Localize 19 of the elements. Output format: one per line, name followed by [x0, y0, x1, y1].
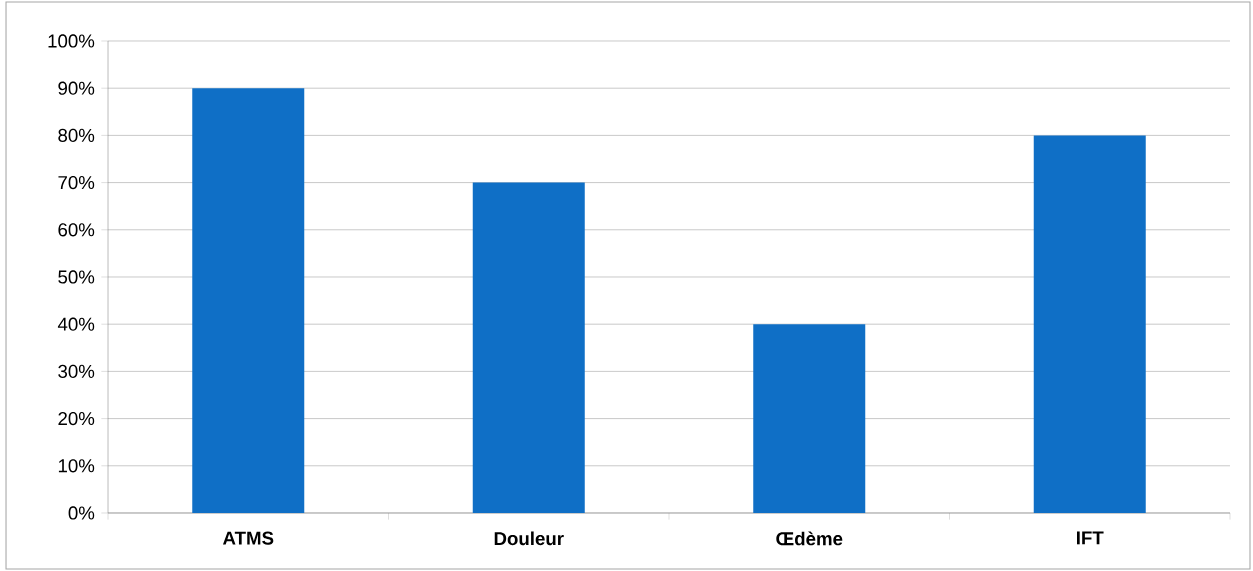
x-tick-label: ATMS	[222, 531, 274, 545]
y-tick-label: 30%	[58, 364, 95, 378]
x-tick-label: IFT	[1077, 531, 1104, 545]
bar	[753, 324, 866, 513]
bar	[472, 182, 585, 513]
y-tick-label: 90%	[58, 81, 95, 95]
y-tick-label: 20%	[58, 411, 95, 426]
y-tick-label: 10%	[58, 459, 95, 473]
bar	[192, 88, 305, 513]
y-tick-label: 50%	[58, 270, 95, 284]
x-tick-label: Douleur	[494, 531, 564, 546]
y-tick-label: 70%	[58, 175, 95, 190]
y-tick-label: 40%	[57, 317, 95, 331]
y-tick-label: 0%	[68, 506, 95, 520]
x-tick-label: Œdème	[776, 531, 843, 546]
bar	[1033, 135, 1146, 513]
y-tick-label: 60%	[58, 223, 95, 237]
y-tick-label: 100%	[48, 34, 95, 48]
y-tick-label: 80%	[58, 128, 95, 142]
